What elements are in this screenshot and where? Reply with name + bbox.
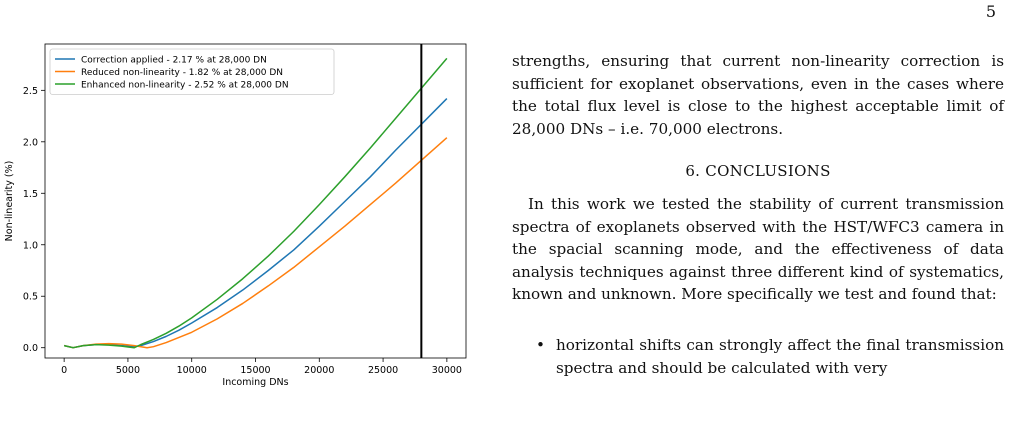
x-tick-label: 15000 bbox=[240, 365, 270, 376]
y-tick-label: 2.0 bbox=[23, 137, 38, 148]
legend-box bbox=[49, 48, 335, 95]
legend-label-3: Enhanced non-linearity - 2.52 % at 28,00… bbox=[81, 80, 289, 90]
legend-label-1: Correction applied - 2.17 % at 28,000 DN bbox=[81, 55, 267, 65]
legend-label-2: Reduced non-linearity - 1.82 % at 28,000… bbox=[81, 68, 283, 78]
y-tick-label: 1.5 bbox=[23, 189, 38, 200]
x-tick-label: 5000 bbox=[116, 365, 140, 376]
bullet-item: horizontal shifts can strongly affect th… bbox=[536, 334, 1004, 379]
series-line-3 bbox=[63, 57, 448, 349]
x-tick-label: 25000 bbox=[368, 365, 398, 376]
y-tick-label: 0.5 bbox=[23, 292, 38, 303]
x-tick-label: 30000 bbox=[432, 365, 462, 376]
y-axis-label: Non-linearity (%) bbox=[4, 161, 15, 242]
page-number: 5 bbox=[985, 2, 996, 21]
x-tick-label: 10000 bbox=[177, 365, 207, 376]
x-axis-label: Incoming DNs bbox=[222, 377, 288, 388]
x-tick-label: 0 bbox=[61, 365, 67, 376]
conclusions-list: horizontal shifts can strongly affect th… bbox=[512, 334, 1004, 379]
non-linearity-chart: 0 5000 10000 15000 20000 25000 30000 0.0 0.5 1.0 1… bbox=[4, 43, 467, 388]
text-column: strengths, ensuring that current non-lin… bbox=[512, 50, 1004, 379]
conclusions-paragraph: In this work we tested the stability of … bbox=[512, 194, 1004, 304]
section-heading: 6. CONCLUSIONS bbox=[685, 162, 831, 181]
x-tick-label: 20000 bbox=[304, 365, 334, 376]
continuation-paragraph: strengths, ensuring that current non-lin… bbox=[512, 52, 1004, 138]
y-tick-label: 2.5 bbox=[23, 86, 38, 97]
series-line-1 bbox=[63, 98, 448, 349]
y-tick-label: 0.0 bbox=[23, 343, 38, 354]
y-tick-label: 1.0 bbox=[23, 240, 38, 251]
series-line-2 bbox=[63, 137, 448, 349]
